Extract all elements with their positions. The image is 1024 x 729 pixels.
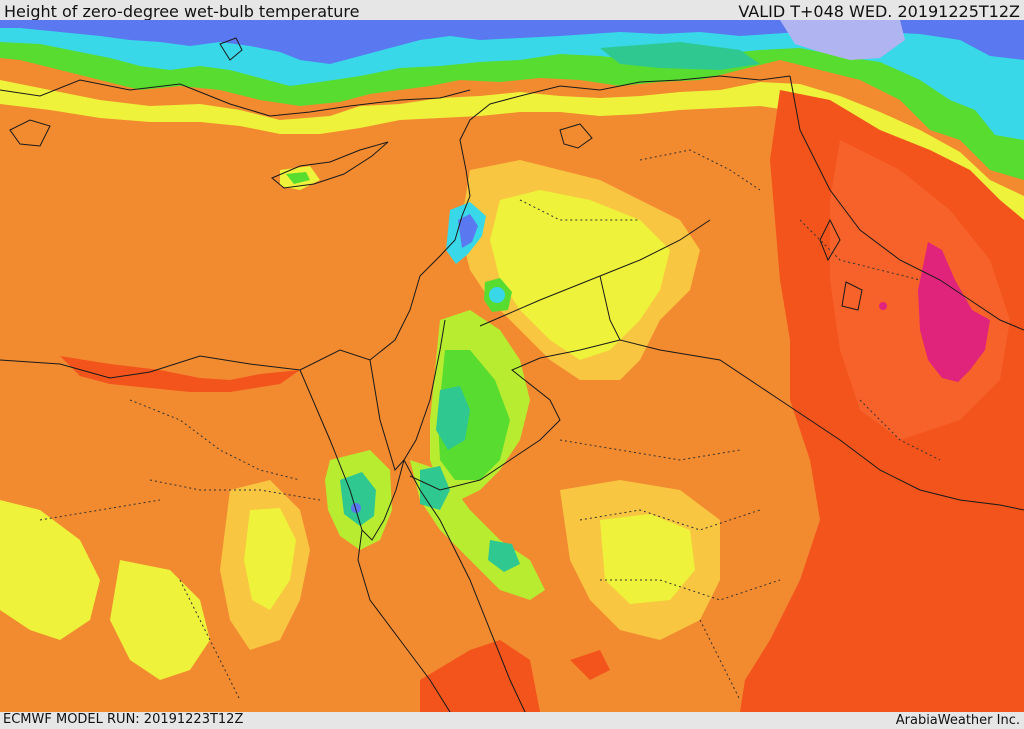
map-title: Height of zero-degree wet-bulb temperatu… — [4, 2, 360, 21]
footer-bar: ECMWF MODEL RUN: 20191223T12Z ArabiaWeat… — [0, 712, 1024, 729]
red-patch-south — [420, 640, 540, 712]
hermon-cyan — [489, 287, 505, 303]
credit-label: ArabiaWeather Inc. — [895, 713, 1020, 728]
levant-green-deep — [438, 350, 510, 480]
weather-map[interactable] — [0, 20, 1024, 712]
egypt-red-strip — [60, 356, 300, 392]
country-borders — [369, 219, 1024, 511]
syria-bright-yellow — [490, 190, 670, 360]
lebanon-blue — [458, 214, 478, 248]
sinai-teal — [340, 472, 376, 526]
cyprus-green — [286, 172, 310, 184]
levant-teal — [436, 386, 470, 450]
caucasus-lavender — [780, 20, 905, 60]
saudi-yellow-bright — [600, 514, 695, 604]
magenta-hotspot — [918, 242, 990, 382]
egypt-yellow-east-bright — [244, 508, 296, 610]
coastlines — [0, 37, 1024, 712]
turkey-cyan-band — [0, 20, 1024, 140]
map-canvas — [0, 20, 1024, 712]
header-bar: Height of zero-degree wet-bulb temperatu… — [0, 0, 1024, 22]
red-patch-mid — [570, 650, 610, 680]
model-run-label: ECMWF MODEL RUN: 20191223T12Z — [3, 712, 244, 727]
magenta-spot — [879, 302, 887, 310]
egypt-yellow-west — [0, 500, 100, 640]
valid-time-label: VALID T+048 WED. 20191225T12Z — [738, 2, 1020, 21]
turkey-blue-band — [0, 20, 1024, 64]
yellow-band-north — [0, 80, 1024, 220]
sinai-blue-spot — [351, 503, 361, 513]
teal-band-north — [600, 42, 760, 70]
province-borders — [39, 149, 941, 701]
hejaz-teal-south — [488, 540, 520, 572]
